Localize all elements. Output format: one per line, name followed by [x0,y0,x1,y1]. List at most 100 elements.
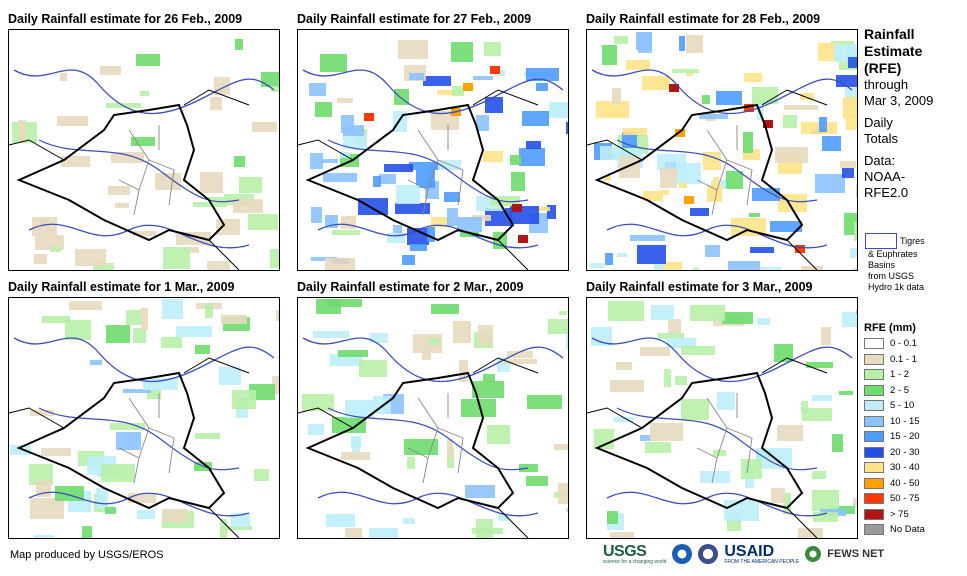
rain-cell [379,174,396,184]
rain-cell [856,310,857,314]
rain-cell [200,172,223,193]
rain-cell [558,483,568,504]
rain-cell [822,136,841,151]
rain-cell [50,247,61,252]
rain-cell [431,304,459,314]
legend-label: 30 - 40 [890,462,920,474]
rain-cell [842,312,857,327]
rain-cell [325,258,355,270]
rain-cell [310,153,323,169]
rain-cell [140,91,149,96]
rain-cell [643,191,663,201]
rain-cell [726,171,743,189]
rain-cell [384,164,413,172]
rain-cell [844,213,857,235]
panel-title: Daily Rainfall estimate for 27 Feb., 200… [297,12,532,26]
legend-label: 40 - 50 [890,477,920,489]
rain-cell [548,319,568,334]
rain-cell [407,457,415,469]
rain-cell [429,338,439,345]
rain-cell [234,156,245,167]
neighbor-border [298,357,539,538]
rain-cell [483,151,503,162]
basin-boundary [38,139,240,203]
rain-cell [771,488,785,503]
rain-cell [616,362,632,370]
sidebar-title-2: Estimate [864,43,923,59]
rain-cell [402,255,415,265]
rain-cell [699,114,728,119]
usgs-logo: USGS science for a changing world [603,543,666,565]
district-lines [118,393,175,484]
rain-cell [396,185,420,204]
rain-cell [716,91,742,105]
rain-cell [642,76,670,90]
rain-cell [853,498,857,507]
rain-cell [549,102,568,118]
rain-cell [101,464,135,482]
rain-cell [675,376,687,385]
basin-boundary [327,407,529,471]
country-border [305,103,515,242]
rain-cell [848,57,857,68]
rainfall-map [586,29,858,271]
legend-item: 30 - 40 [864,460,925,476]
rain-cell [57,116,88,126]
usaid-logo-text: USAID [724,543,775,560]
map-canvas [9,39,279,270]
rain-cell [812,490,839,511]
rain-cell [614,36,628,44]
rain-cell [605,253,613,265]
rain-cell [447,439,453,458]
basin-boundary [616,407,818,471]
rain-cell [423,76,451,86]
neighbor-border [298,89,539,270]
rain-cell [465,485,495,498]
rain-cell [123,389,151,393]
rain-cell [478,325,493,345]
basin-description: & Euphrates Basins from USGS Hydro 1k da… [868,249,924,293]
rfe-legend: RFE (mm) 0 - 0.1 0.1 - 1 1 - 2 2 - 5 5 - 10 1… [864,322,925,538]
rain-cell [596,101,629,118]
rain-cell [409,162,440,170]
panel-title: Daily Rainfall estimate for 1 Mar., 2009 [8,280,235,294]
rain-cell [398,40,428,59]
rain-cell [115,203,129,208]
rain-cell [650,423,683,441]
district-lines [407,125,464,216]
rain-cell [351,436,361,448]
rain-cell [821,327,831,345]
rain-cell [61,156,90,167]
rain-cell [547,205,556,219]
rain-cell [111,152,144,163]
rain-cell [472,528,503,534]
heavy-rain-cell [744,104,754,112]
heavy-rain-cell [518,235,528,243]
usaid-tagline: FROM THE AMERICAN PEOPLE [724,559,800,565]
rain-cell [690,305,725,321]
rainfall-map [8,29,280,271]
rain-cell [690,208,709,216]
panel-title: Daily Rainfall estimate for 28 Feb., 200… [586,12,821,26]
rain-cell [812,471,826,479]
country-border [594,371,804,510]
rain-cell [760,267,781,270]
rain-cell [231,513,250,527]
basin-boundary [317,223,539,249]
map-canvas [298,299,568,538]
footer-credit: Map produced by USGS/EROS [10,549,164,561]
rain-cell [485,97,503,113]
rain-cell [744,73,762,82]
rain-cell [42,316,70,323]
legend-label: 2 - 5 [890,384,910,396]
rain-cell [711,180,731,189]
sidebar-data-3: RFE2.0 [864,185,909,200]
rain-cell [29,464,53,485]
rain-cell [526,68,559,81]
rain-cell [216,219,240,235]
heavy-rain-cell [512,204,522,212]
rain-cell [842,168,854,178]
rain-cell [731,218,766,236]
rain-cell [93,263,114,270]
rain-cell [507,351,533,358]
